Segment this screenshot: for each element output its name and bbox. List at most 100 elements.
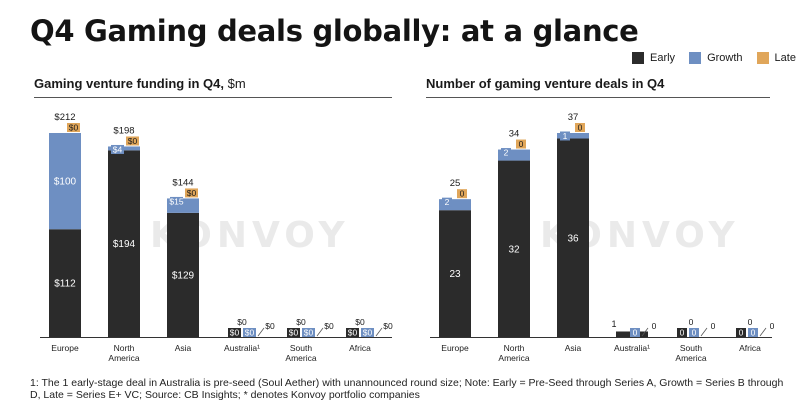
data-label-late-south-america: 0 — [711, 321, 716, 331]
data-label-early-australia: 1 — [612, 328, 617, 338]
deals-chart: 232025Europe322034NorthAmerica361037Asia… — [430, 112, 775, 363]
data-label-late-europe: 0 — [460, 189, 465, 199]
data-label-early-south-america: $0 — [289, 328, 299, 338]
tag-early-south-america — [287, 328, 300, 337]
tag-late-north-america — [516, 139, 526, 149]
data-label-growth-australia: $0 — [245, 328, 255, 338]
footnote: 1: The 1 early-stage deal in Australia i… — [30, 377, 784, 401]
data-label-late-south-america: $0 — [324, 321, 334, 331]
tick-label-africa: Africa — [739, 343, 761, 353]
data-label-late-africa: 0 — [770, 321, 775, 331]
tick-label-north-america-2: America — [108, 353, 139, 363]
page-title: Q4 Gaming deals globally: at a glance — [30, 14, 639, 48]
data-label-late-north-america: $0 — [128, 136, 138, 146]
leader-line-africa — [375, 327, 383, 337]
bar-growth-north-america — [498, 149, 530, 161]
data-label-growth-north-america: 2 — [504, 148, 509, 158]
tag-growth-africa — [748, 328, 758, 337]
total-label-europe: $212 — [54, 112, 75, 123]
data-label-growth-asia: $15 — [169, 196, 183, 206]
data-label-early-australia: $0 — [230, 328, 240, 338]
data-label-late-europe: $0 — [69, 123, 79, 133]
tick-label-asia: Asia — [565, 343, 582, 353]
data-label-early-asia: $129 — [172, 270, 195, 281]
total-label-africa: $0 — [355, 317, 365, 327]
tag-growth-south-america — [689, 328, 699, 337]
bar-growth-europe — [49, 133, 81, 230]
data-label-growth-australia: 0 — [633, 328, 638, 338]
total-label-europe: 25 — [450, 178, 461, 189]
tag-growth-australia — [630, 328, 640, 337]
total-label-north-america: $198 — [113, 125, 134, 136]
tick-label-south-america-1: South — [680, 343, 702, 353]
tag-growth-europe — [442, 197, 452, 207]
data-label-early-south-america: 0 — [680, 328, 685, 338]
data-label-early-north-america: 32 — [508, 244, 520, 255]
tag-early-south-america — [677, 328, 687, 337]
data-label-late-australia: $0 — [265, 321, 275, 331]
data-label-late-africa: $0 — [383, 321, 393, 331]
legend-item-growth: Growth — [689, 52, 743, 64]
funding-chart-title: Gaming venture funding in Q4, $m — [34, 76, 392, 98]
bar-growth-europe — [439, 199, 471, 211]
bar-early-europe — [439, 210, 471, 337]
tick-label-europe: Europe — [51, 343, 79, 353]
tag-growth-australia — [243, 328, 256, 337]
bar-early-north-america — [108, 150, 140, 337]
tick-label-asia: Asia — [175, 343, 192, 353]
leader-line-australia — [641, 327, 649, 337]
legend-label-late: Late — [774, 52, 796, 64]
tag-growth-north-america — [111, 144, 124, 154]
tick-label-south-america-2: America — [285, 353, 316, 363]
tag-late-asia — [575, 123, 585, 132]
tag-late-north-america — [126, 136, 139, 146]
leader-line-south-america — [700, 327, 708, 337]
leader-line-africa — [759, 327, 767, 337]
legend-item-late: Late — [756, 52, 796, 64]
total-label-south-america: $0 — [296, 317, 306, 327]
data-label-growth-africa: 0 — [751, 328, 756, 338]
legend: Early Growth Late — [632, 52, 796, 64]
funding-chart-unit: $m — [227, 76, 246, 91]
data-label-early-north-america: $194 — [113, 239, 136, 250]
deals-chart-title-text: Number of gaming venture deals in Q4 — [426, 76, 665, 91]
tick-label-south-america-1: South — [290, 343, 312, 353]
legend-label-early: Early — [650, 52, 676, 64]
total-label-south-america: 0 — [689, 317, 694, 327]
data-label-early-africa: 0 — [739, 328, 744, 338]
data-label-late-australia: 0 — [652, 321, 657, 331]
data-label-late-asia: 0 — [578, 123, 583, 133]
tick-label-south-america-2: America — [675, 353, 706, 363]
tag-late-asia — [185, 188, 198, 198]
data-label-late-asia: $0 — [187, 188, 197, 198]
total-label-africa: 0 — [748, 317, 753, 327]
tick-label-north-america-2: America — [498, 353, 529, 363]
total-label-asia: $144 — [172, 177, 193, 188]
total-label-north-america: 34 — [509, 129, 520, 140]
tag-growth-asia — [560, 131, 570, 141]
bar-early-europe — [49, 229, 81, 337]
total-label-asia: 37 — [568, 112, 579, 123]
tag-early-australia — [228, 328, 241, 337]
tag-early-africa — [736, 328, 746, 337]
tick-label-australia: Australia¹ — [614, 343, 650, 353]
data-label-growth-north-america: $4 — [113, 144, 123, 154]
data-label-early-europe: $112 — [54, 279, 76, 290]
tick-label-australia: Australia¹ — [224, 343, 260, 353]
data-label-growth-africa: $0 — [363, 328, 373, 338]
data-label-growth-south-america: 0 — [692, 328, 697, 338]
bar-early-north-america — [498, 160, 530, 337]
bar-growth-asia — [557, 133, 589, 139]
legend-swatch-late — [756, 52, 769, 64]
tag-late-europe — [457, 189, 467, 199]
tick-label-north-america-1: North — [504, 343, 525, 353]
funding-chart-title-text: Gaming venture funding in Q4, — [34, 76, 224, 91]
legend-label-growth: Growth — [707, 52, 743, 64]
tag-growth-asia — [170, 196, 183, 206]
legend-swatch-early — [632, 52, 644, 64]
data-label-growth-europe: $100 — [54, 177, 77, 188]
tag-growth-south-america — [302, 328, 315, 337]
tag-growth-africa — [361, 328, 374, 337]
tag-growth-north-america — [501, 148, 511, 158]
legend-swatch-growth — [689, 52, 702, 64]
